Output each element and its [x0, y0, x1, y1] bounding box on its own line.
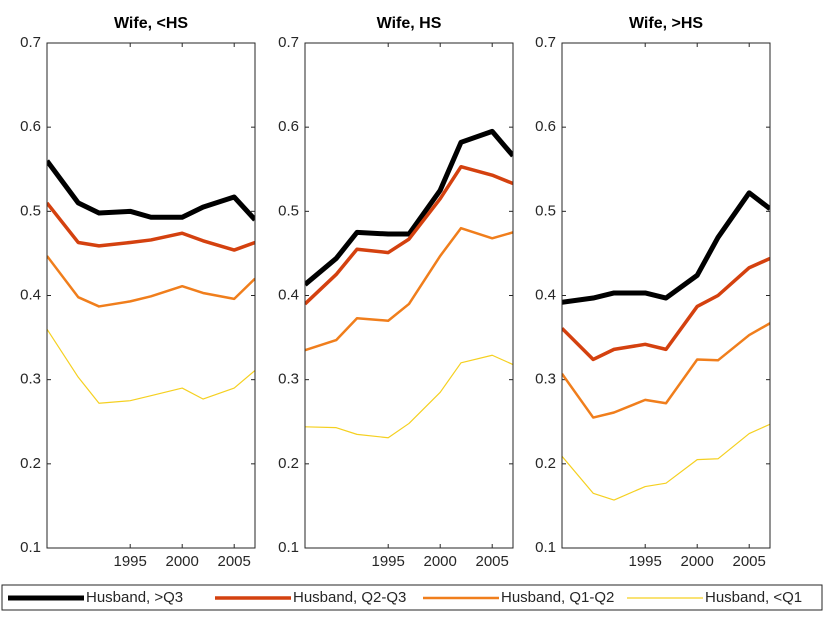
chart-title: Wife, >HS — [629, 15, 703, 32]
series-line — [562, 190, 770, 305]
y-tick-label: 0.7 — [20, 34, 41, 51]
x-tick-label: 2000 — [166, 553, 199, 570]
chart-title: Wife, <HS — [114, 15, 188, 32]
x-tick-label: 1995 — [372, 553, 405, 570]
x-tick-label: 1995 — [629, 553, 662, 570]
series-line — [47, 255, 255, 308]
legend-label: Husband, Q2-Q3 — [293, 589, 406, 606]
series-line — [562, 322, 770, 419]
y-tick-label: 0.5 — [20, 202, 41, 219]
axes-box — [304, 42, 514, 549]
series-line — [562, 256, 770, 362]
y-tick-label: 0.6 — [278, 118, 299, 135]
series-line — [47, 201, 255, 252]
y-tick-label: 0.4 — [278, 286, 299, 303]
y-tick-label: 0.6 — [20, 118, 41, 135]
y-tick-label: 0.4 — [20, 286, 41, 303]
x-tick-label: 2005 — [218, 553, 251, 570]
y-tick-label: 0.2 — [278, 455, 299, 472]
series-line — [305, 128, 513, 287]
x-tick-label: 2005 — [733, 553, 766, 570]
chart-title: Wife, HS — [377, 15, 442, 32]
y-tick-label: 0.6 — [535, 118, 556, 135]
y-tick-label: 0.1 — [20, 539, 41, 556]
series-line — [305, 226, 513, 352]
y-tick-label: 0.3 — [20, 371, 41, 388]
axes-box — [561, 42, 771, 549]
y-tick-label: 0.4 — [535, 286, 556, 303]
legend-label: Husband, >Q3 — [86, 589, 183, 606]
series-line — [47, 159, 255, 222]
y-tick-label: 0.7 — [278, 34, 299, 51]
y-tick-label: 0.2 — [535, 455, 556, 472]
axes-box — [46, 42, 256, 549]
x-tick-label: 2000 — [424, 553, 457, 570]
legend-label: Husband, <Q1 — [705, 589, 802, 606]
y-tick-label: 0.3 — [278, 371, 299, 388]
y-tick-label: 0.1 — [535, 539, 556, 556]
series-line — [305, 164, 513, 306]
x-tick-label: 2005 — [476, 553, 509, 570]
series-line — [562, 423, 770, 501]
y-tick-label: 0.5 — [535, 202, 556, 219]
y-tick-label: 0.3 — [535, 371, 556, 388]
series-line — [305, 354, 513, 439]
y-tick-label: 0.7 — [535, 34, 556, 51]
x-tick-label: 2000 — [681, 553, 714, 570]
series-line — [47, 328, 255, 404]
y-tick-label: 0.2 — [20, 455, 41, 472]
y-tick-label: 0.5 — [278, 202, 299, 219]
legend-label: Husband, Q1-Q2 — [501, 589, 614, 606]
y-tick-label: 0.1 — [278, 539, 299, 556]
x-tick-label: 1995 — [114, 553, 147, 570]
